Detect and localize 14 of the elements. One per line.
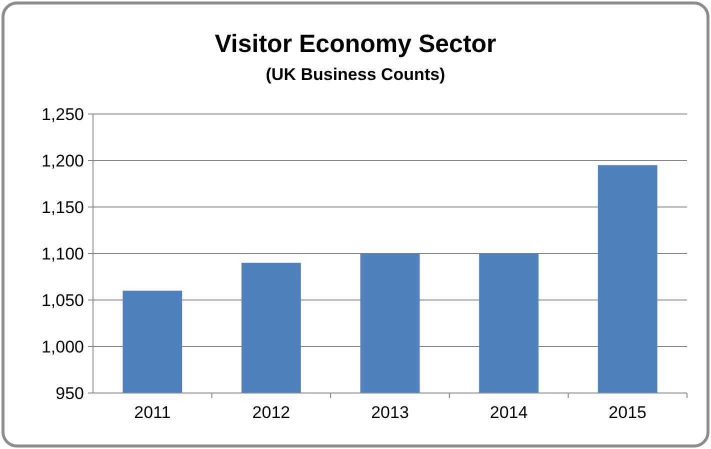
x-tick-label: 2013 [371, 403, 409, 422]
x-tick-label: 2012 [252, 403, 290, 422]
y-tick-label: 1,150 [41, 198, 84, 217]
y-tick-label: 1,200 [41, 151, 84, 170]
x-tick-label: 2015 [608, 403, 647, 422]
chart-subtitle: (UK Business Counts) [266, 65, 446, 84]
x-tick-label: 2011 [134, 403, 171, 422]
chart-title: Visitor Economy Sector [214, 30, 497, 58]
y-tick-label: 1,000 [41, 337, 84, 356]
y-tick-label: 1,250 [41, 104, 84, 124]
y-tick-label: 1,100 [41, 244, 84, 264]
y-tick-label: 1,050 [41, 290, 84, 310]
x-tick-label: 2014 [490, 403, 528, 422]
y-tick-label: 950 [56, 384, 84, 403]
